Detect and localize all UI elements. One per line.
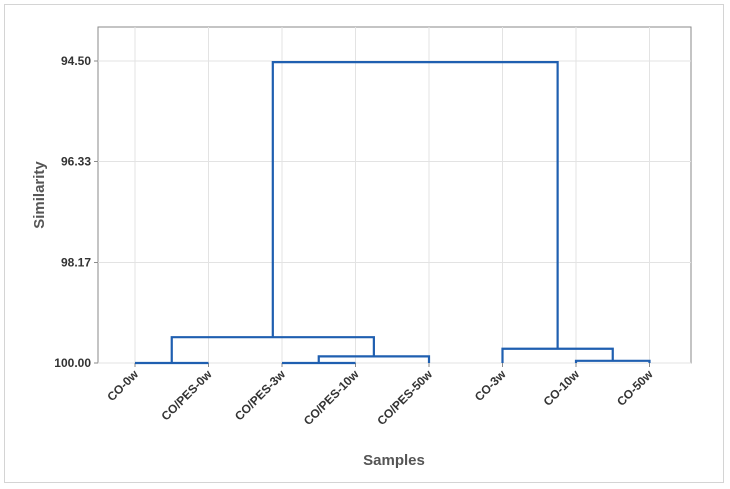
x-tick-label: CO/PES-3w [232,367,289,424]
x-tick-label: CO-3w [472,367,509,404]
dendrogram-link [501,347,614,363]
gridlines [98,27,691,364]
dendrogram-link [170,336,375,363]
dendrogram-link [317,355,431,363]
y-axis-title: Similarity [31,161,48,229]
y-axis-ticks: 94.50 96.33 98.17 100.00 [54,54,98,370]
y-tick-label: 94.50 [61,54,91,68]
x-tick-label: CO/PES-50w [374,367,435,428]
x-tick-label: CO-50w [614,367,656,409]
x-tick-label: CO/PES-10w [301,367,362,428]
x-tick-label: CO-10w [541,367,583,409]
x-tick-label: CO/PES-0w [159,367,216,424]
dendrogram-link [574,359,651,363]
x-tick-label: CO-0w [104,367,141,404]
plot-area [97,26,692,364]
dendrogram-links [135,60,651,365]
dendrogram-link [271,60,559,349]
y-tick-label: 98.17 [61,256,91,270]
y-tick-label: 96.33 [61,154,91,168]
y-tick-label: 100.00 [54,356,91,370]
x-axis-ticks: CO-0w CO/PES-0w CO/PES-3w CO/PES-10w CO/PES-… [104,363,656,428]
x-axis-title: Samples [363,452,425,469]
